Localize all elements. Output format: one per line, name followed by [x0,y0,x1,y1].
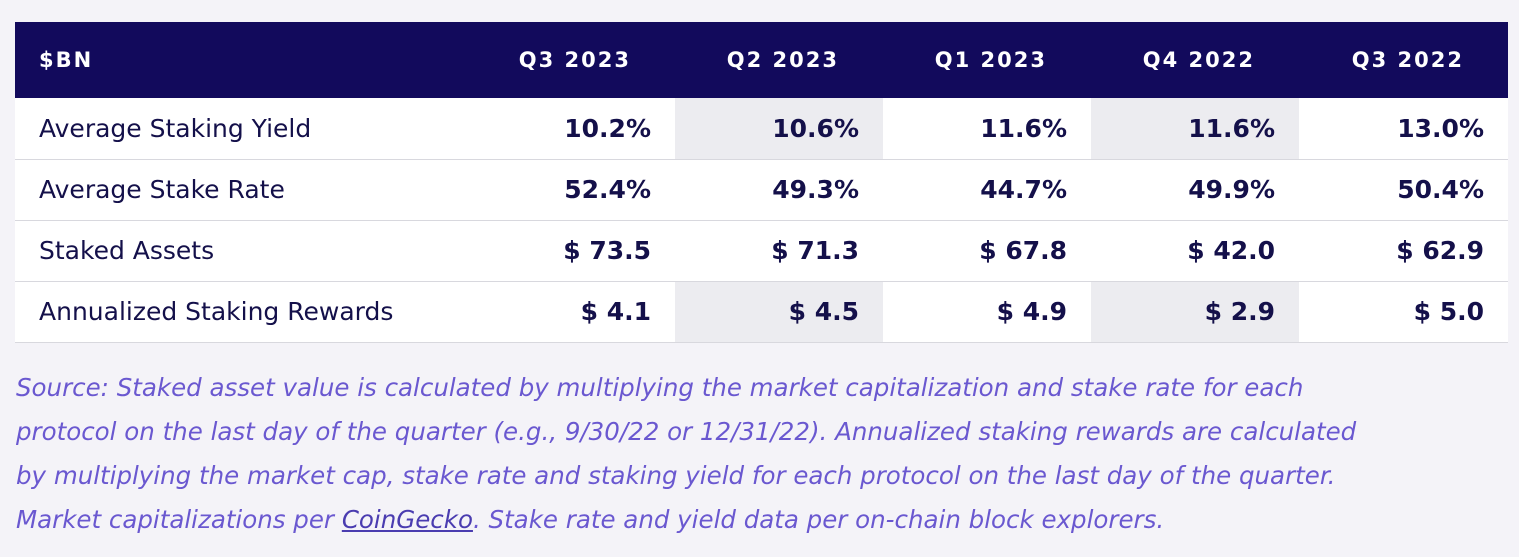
cell-value: $ 4.1 [467,281,675,343]
cell-value: 49.9% [1091,159,1299,221]
header-q3-2022: Q3 2022 [1299,22,1508,98]
header-q4-2022: Q4 2022 [1091,22,1299,98]
header-q1-2023: Q1 2023 [883,22,1091,98]
source-note: Source: Staked asset value is calculated… [16,366,1506,542]
row-label: Average Stake Rate [15,159,467,221]
header-q3-2023: Q3 2023 [467,22,675,98]
table-row-average-staking-yield: Average Staking Yield 10.2% 10.6% 11.6% … [15,98,1508,160]
coingecko-link[interactable]: CoinGecko [341,505,473,534]
row-label: Annualized Staking Rewards [15,281,467,343]
cell-value: $ 67.8 [883,220,1091,282]
source-line-2: protocol on the last day of the quarter … [16,417,1357,446]
cell-value: 11.6% [1091,98,1299,160]
cell-value: 50.4% [1299,159,1508,221]
cell-value: $ 2.9 [1091,281,1299,343]
cell-value: $ 62.9 [1299,220,1508,282]
cell-value: 49.3% [675,159,883,221]
staking-table-container: $BN Q3 2023 Q2 2023 Q1 2023 Q4 2022 Q3 2… [15,22,1508,343]
header-q2-2023: Q2 2023 [675,22,883,98]
table-row-staked-assets: Staked Assets $ 73.5 $ 71.3 $ 67.8 $ 42.… [15,220,1508,282]
row-label: Average Staking Yield [15,98,467,160]
cell-value: $ 5.0 [1299,281,1508,343]
cell-value: $ 4.9 [883,281,1091,343]
cell-value: $ 71.3 [675,220,883,282]
source-line-4: Market capitalizations per CoinGecko. St… [16,498,1506,542]
source-line-3: by multiplying the market cap, stake rat… [16,461,1336,490]
header-unit-label: $BN [15,22,467,98]
cell-value: 44.7% [883,159,1091,221]
cell-value: 10.2% [467,98,675,160]
source-line-1: Source: Staked asset value is calculated… [16,373,1304,402]
cell-value: $ 73.5 [467,220,675,282]
cell-value: 52.4% [467,159,675,221]
staking-metrics-table: $BN Q3 2023 Q2 2023 Q1 2023 Q4 2022 Q3 2… [15,22,1508,343]
table-header-row: $BN Q3 2023 Q2 2023 Q1 2023 Q4 2022 Q3 2… [15,22,1508,98]
cell-value: $ 42.0 [1091,220,1299,282]
row-label: Staked Assets [15,220,467,282]
source-line-4-suffix: . Stake rate and yield data per on-chain… [472,505,1165,534]
cell-value: 10.6% [675,98,883,160]
table-row-average-stake-rate: Average Stake Rate 52.4% 49.3% 44.7% 49.… [15,159,1508,221]
table-row-annualized-staking-rewards: Annualized Staking Rewards $ 4.1 $ 4.5 $… [15,281,1508,343]
cell-value: $ 4.5 [675,281,883,343]
cell-value: 11.6% [883,98,1091,160]
cell-value: 13.0% [1299,98,1508,160]
source-line-4-prefix: Market capitalizations per [16,505,335,534]
